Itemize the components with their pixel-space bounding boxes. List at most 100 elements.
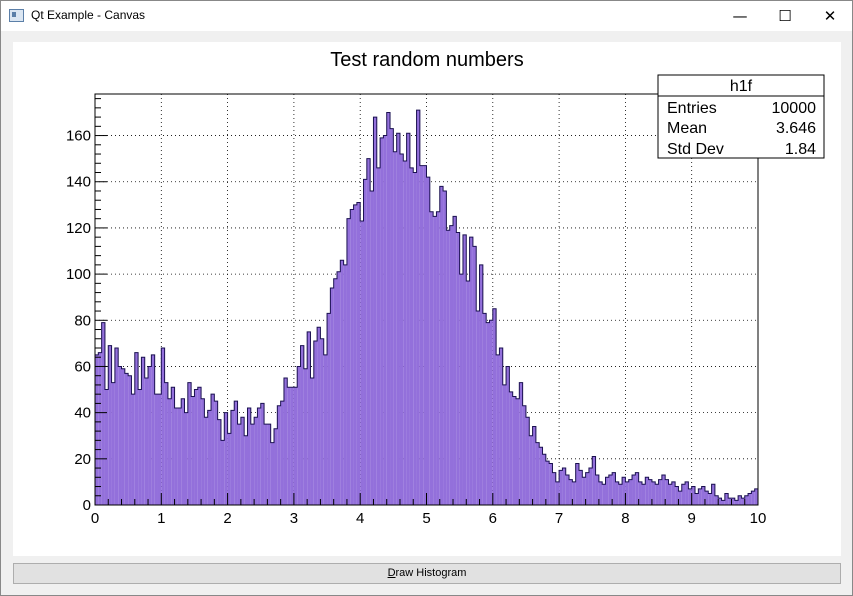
histogram-bar — [622, 477, 626, 505]
histogram-bar — [688, 488, 692, 505]
histogram-bar — [181, 398, 185, 505]
window-title: Qt Example - Canvas — [31, 8, 146, 22]
histogram-bar — [608, 474, 613, 505]
histogram-bar — [336, 271, 341, 505]
histogram-bar — [575, 463, 579, 505]
maximize-button[interactable]: ☐ — [778, 7, 792, 25]
histogram-bar — [101, 322, 105, 505]
stats-mean-label: Mean — [667, 120, 707, 137]
histogram-bar — [751, 491, 755, 505]
histogram-bar — [250, 424, 255, 505]
x-tick-label: 0 — [91, 510, 99, 527]
close-button[interactable]: ✕ — [823, 7, 837, 25]
histogram-bar — [582, 477, 586, 505]
histogram-bar — [555, 481, 560, 505]
histogram-bar — [280, 401, 284, 505]
histogram-bar — [303, 368, 308, 505]
root-canvas[interactable]: Test random numbers 0 1 2 3 4 5 6 7 8 9 10 0 20 40 60 8… — [13, 42, 841, 556]
histogram-bar — [194, 389, 198, 505]
histogram-bar — [290, 387, 294, 505]
histogram-bar — [741, 498, 745, 505]
histogram-bar — [588, 468, 593, 505]
histogram-bar — [628, 479, 633, 505]
histogram-bar — [516, 398, 520, 505]
histogram-bar — [419, 165, 424, 505]
histogram-bar — [380, 137, 384, 505]
histogram-bar — [124, 373, 129, 505]
title-bar[interactable]: Qt Example - Canvas — ☐ ✕ — [1, 1, 852, 31]
histogram-bar — [267, 424, 271, 505]
histogram-bar — [426, 177, 430, 505]
x-tick-label: 8 — [621, 510, 629, 527]
stats-box[interactable]: h1f Entries 10000 Mean 3.646 Std Dev 1.8… — [657, 74, 825, 159]
histogram-bar — [665, 479, 669, 505]
histogram-bar — [164, 382, 168, 505]
histogram-bar — [433, 216, 437, 505]
histogram-bar — [708, 493, 712, 505]
histogram-bar — [552, 472, 556, 505]
histogram-bar — [373, 117, 377, 505]
histogram-bar — [346, 218, 351, 505]
histogram-bar — [327, 313, 331, 505]
histogram-bar — [207, 410, 212, 505]
histogram-bar — [638, 481, 642, 505]
button-label-rest: raw Histogram — [395, 567, 467, 579]
histogram-bar — [486, 322, 490, 505]
histogram-bar — [274, 428, 278, 505]
draw-histogram-button[interactable]: Draw Histogram — [13, 563, 841, 584]
histogram-bar — [399, 154, 404, 506]
histogram-bar — [396, 133, 400, 505]
histogram-bar — [167, 398, 172, 505]
histogram-bar — [671, 481, 676, 505]
histogram-bar — [632, 474, 636, 505]
histogram-bar — [559, 470, 563, 505]
histogram-bar — [297, 366, 301, 505]
histogram-bar — [121, 368, 125, 505]
histogram-bar — [95, 354, 99, 505]
histogram-bar — [439, 186, 444, 505]
histogram-bar — [416, 110, 420, 506]
histogram-bar — [754, 488, 758, 505]
histogram-bar — [211, 394, 215, 505]
histogram-bar — [104, 389, 109, 505]
histogram-bar — [641, 484, 646, 505]
histogram-bar — [197, 387, 202, 505]
x-tick-label: 2 — [223, 510, 231, 527]
y-tick-label: 60 — [74, 358, 91, 375]
histogram-bar — [283, 378, 288, 505]
histogram-bar — [390, 128, 394, 505]
y-tick-label: 80 — [74, 312, 91, 329]
histogram-bar — [157, 394, 162, 505]
histogram-bar — [661, 474, 666, 505]
histogram-bar — [287, 387, 291, 505]
histogram-bar — [529, 435, 533, 505]
histogram-bar — [602, 484, 606, 505]
y-tick-label: 120 — [66, 220, 91, 237]
histogram-bar — [403, 160, 407, 505]
histogram-bar — [423, 165, 427, 505]
histogram-bar — [350, 209, 354, 505]
histogram-bar — [366, 158, 371, 506]
histogram-bar — [148, 366, 152, 505]
x-tick-label: 3 — [290, 510, 298, 527]
histogram-bar — [578, 470, 583, 505]
histogram-bar — [270, 442, 275, 505]
histogram-bar — [449, 225, 454, 505]
histogram-bar — [409, 167, 414, 505]
minimize-button[interactable]: — — [732, 7, 748, 25]
histogram-bar — [711, 484, 715, 505]
histogram-bar — [525, 417, 530, 505]
histogram-bar — [691, 486, 696, 505]
histogram-bar — [512, 396, 517, 505]
x-tick-label: 1 — [157, 510, 165, 527]
histogram-bar — [668, 484, 672, 505]
x-tick-label: 5 — [422, 510, 430, 527]
stats-stddev-label: Std Dev — [667, 141, 724, 158]
histogram-bar — [174, 408, 178, 505]
histogram-bar — [393, 151, 397, 505]
histogram-bar — [214, 401, 218, 505]
histogram-bar — [509, 391, 513, 505]
stats-box-name: h1f — [730, 78, 753, 95]
histogram-bar — [220, 440, 225, 505]
